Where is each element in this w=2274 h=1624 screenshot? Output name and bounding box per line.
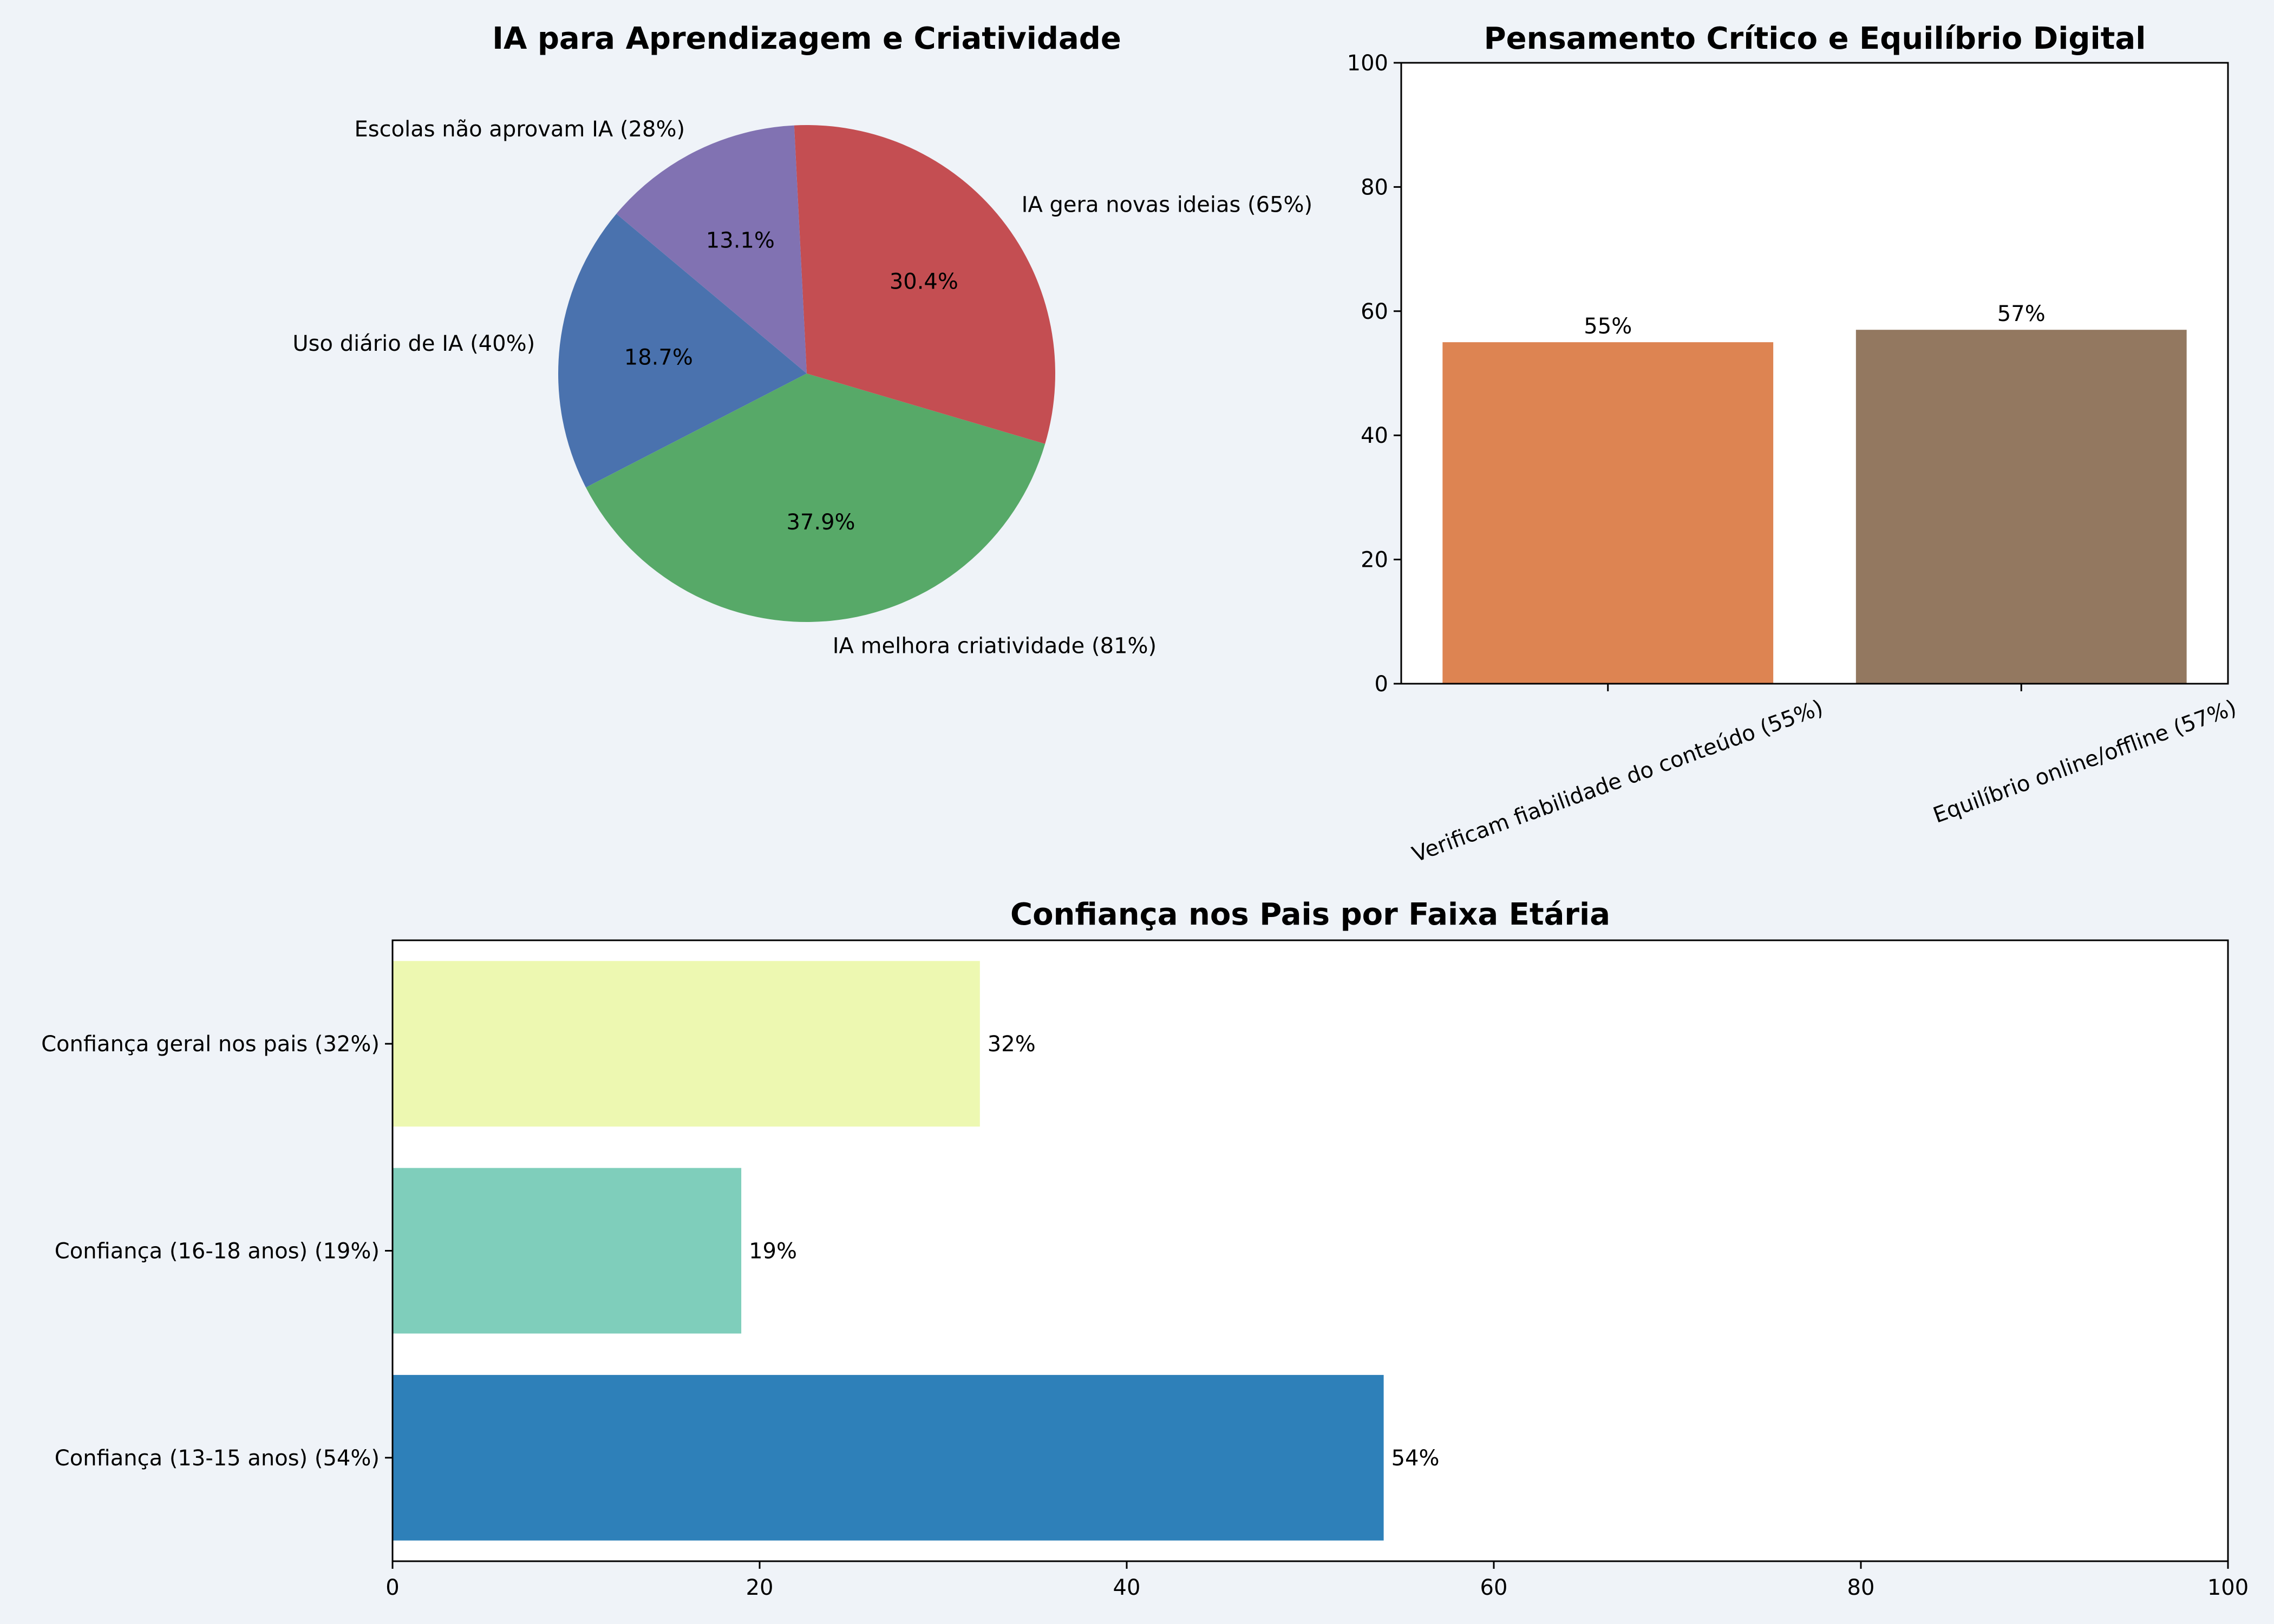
- vbar-bar: [1855, 330, 2187, 684]
- hbar-bar: [393, 1168, 742, 1334]
- pie-slice: [558, 213, 807, 488]
- hbar-value-label: 19%: [749, 1239, 797, 1264]
- vbar-plot-frame: [1400, 62, 2229, 685]
- vbar-title: Pensamento Crítico e Equilíbrio Digital: [1484, 21, 2146, 56]
- pie-slice: [794, 125, 1055, 444]
- hbar-bar: [393, 961, 980, 1127]
- vbar-y-tick-label: 20: [1361, 548, 1388, 573]
- pie-slice: [586, 374, 1045, 623]
- pie-slice-label: IA gera novas ideias (65%): [1022, 193, 1313, 218]
- vbar-y-tick-label: 60: [1361, 299, 1388, 324]
- vbar-marks: 55% 57%: [1442, 302, 2187, 684]
- hbar-title: Confiança nos Pais por Faixa Etária: [1010, 897, 1610, 932]
- hbar-category-label: Confiança (16-18 anos) (19%): [55, 1239, 380, 1264]
- pie-slices: [558, 125, 1055, 623]
- vertical-bar-chart: Pensamento Crítico e Equilíbrio Digital …: [1347, 21, 2240, 867]
- vbar-y-tick-label: 100: [1347, 51, 1388, 76]
- hbar-category-label: Confiança geral nos pais (32%): [41, 1032, 380, 1057]
- vbar-category-label: Equilíbrio online/offline (57%): [1930, 695, 2240, 828]
- pie-slice-label: Escolas não aprovam IA (28%): [355, 117, 685, 142]
- vbar-value-label: 55%: [1584, 314, 1632, 339]
- hbar-axes: Confiança (13-15 anos) (54%) Confiança (1…: [41, 1032, 2249, 1600]
- hbar-x-tick-label: 40: [1113, 1575, 1141, 1600]
- hbar-category-label: Confiança (13-15 anos) (54%): [55, 1446, 380, 1471]
- hbar-x-tick-label: 100: [2207, 1575, 2249, 1600]
- vbar-bar: [1442, 342, 1774, 684]
- vbar-category-label: Verificam fiabilidade do conteúdo (55%): [1409, 695, 1826, 867]
- pie-percent-label: 18.7%: [624, 345, 693, 370]
- vbar-y-tick-label: 80: [1361, 175, 1388, 200]
- pie-percent-label: 30.4%: [890, 270, 958, 294]
- pie-title: IA para Aprendizagem e Criatividade: [492, 21, 1121, 56]
- pie-labels: 18.7% Uso diário de IA (40%) 37.9% IA melho…: [292, 117, 1312, 659]
- vbar-value-label: 57%: [1997, 302, 2046, 326]
- hbar-value-label: 32%: [988, 1032, 1036, 1057]
- pie-slice-label: Uso diário de IA (40%): [292, 331, 535, 356]
- hbar-x-tick-label: 20: [746, 1575, 774, 1600]
- hbar-marks: 54% 19% 32%: [393, 961, 1440, 1541]
- vbar-y-tick-label: 40: [1361, 423, 1388, 448]
- pie-slice-label: IA melhora criatividade (81%): [833, 634, 1156, 659]
- vbar-y-tick-label: 0: [1375, 672, 1388, 697]
- hbar-x-tick-label: 80: [1847, 1575, 1875, 1600]
- hbar-value-label: 54%: [1391, 1446, 1440, 1471]
- hbar-x-tick-label: 60: [1480, 1575, 1508, 1600]
- pie-chart: IA para Aprendizagem e Criatividade 18.7…: [292, 21, 1312, 659]
- pie-percent-label: 13.1%: [706, 228, 775, 253]
- horizontal-bar-chart: Confiança nos Pais por Faixa Etária 54% 1…: [41, 897, 2249, 1600]
- pie-percent-label: 37.9%: [786, 510, 855, 535]
- hbar-bar: [393, 1374, 1384, 1541]
- pie-slice: [616, 125, 807, 374]
- hbar-x-tick-label: 0: [385, 1575, 399, 1600]
